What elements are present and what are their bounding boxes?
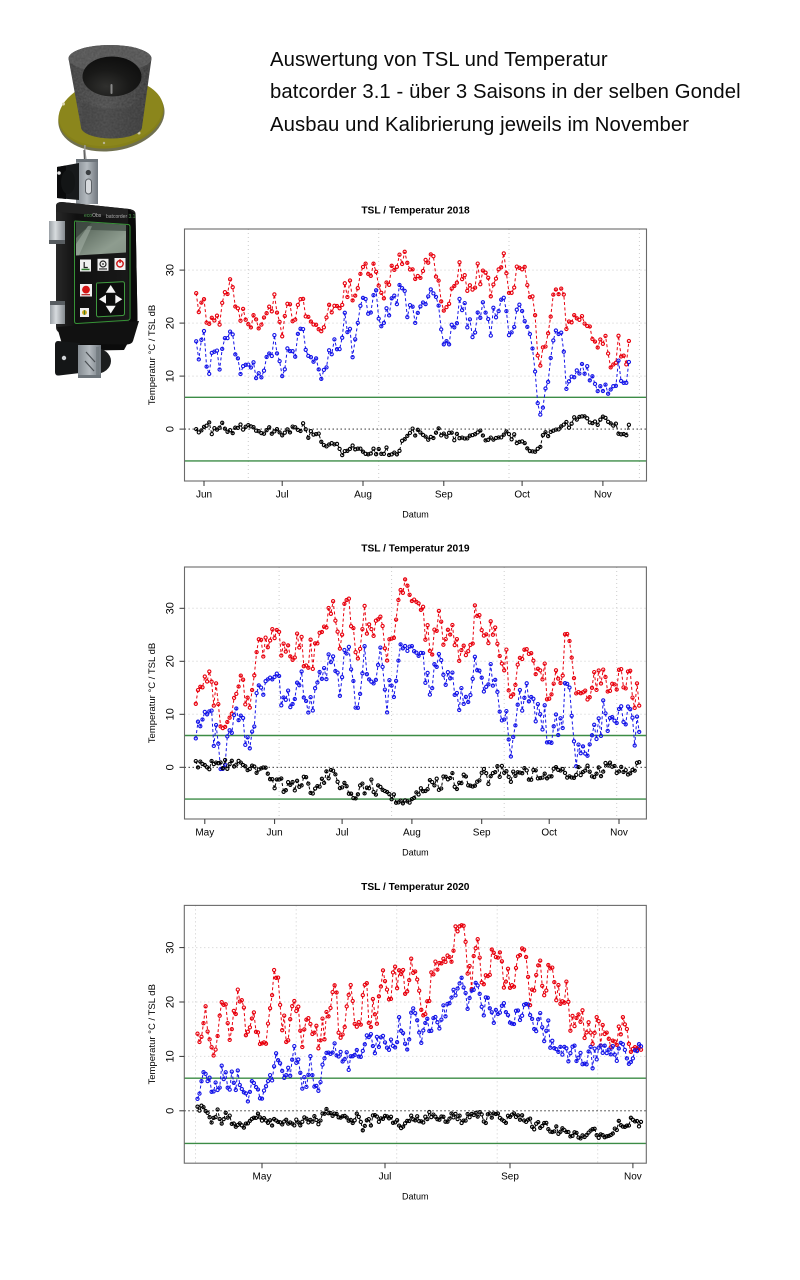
svg-text:ecoObs: ecoObs: [84, 213, 102, 219]
svg-text:Aug: Aug: [403, 828, 421, 839]
svg-text:20: 20: [165, 317, 177, 329]
svg-text:20: 20: [164, 996, 176, 1008]
svg-text:0: 0: [165, 764, 177, 770]
svg-text:Aug: Aug: [354, 490, 372, 501]
svg-text:10: 10: [165, 370, 177, 382]
svg-text:0: 0: [164, 1108, 176, 1114]
svg-text:Temperatur °C / TSL dB: Temperatur °C / TSL dB: [147, 984, 158, 1084]
svg-text:May: May: [253, 1172, 272, 1183]
svg-text:Jul: Jul: [379, 1172, 392, 1183]
svg-text:10: 10: [165, 708, 177, 720]
svg-text:batcorder 3.1: batcorder 3.1: [106, 214, 136, 220]
svg-text:0: 0: [165, 426, 177, 432]
svg-text:Oct: Oct: [514, 490, 530, 501]
svg-text:May: May: [195, 828, 214, 839]
svg-text:Oct: Oct: [541, 828, 557, 839]
svg-text:Temperatur °C / TSL dB: Temperatur °C / TSL dB: [147, 305, 158, 405]
svg-text:Jun: Jun: [196, 490, 212, 501]
svg-text:Nov: Nov: [610, 828, 628, 839]
svg-text:TSL / Temperatur 2020: TSL / Temperatur 2020: [361, 882, 470, 893]
svg-text:Datum: Datum: [402, 510, 429, 520]
svg-text:30: 30: [165, 602, 177, 614]
svg-text:Temperatur °C / TSL dB: Temperatur °C / TSL dB: [147, 643, 158, 743]
svg-text:Jun: Jun: [267, 828, 283, 839]
svg-text:Sep: Sep: [435, 490, 453, 501]
svg-text:Nov: Nov: [594, 490, 612, 501]
svg-text:Datum: Datum: [402, 848, 429, 858]
svg-text:Jul: Jul: [276, 490, 289, 501]
svg-text:30: 30: [165, 264, 177, 276]
svg-text:Jul: Jul: [336, 828, 349, 839]
svg-text:Sep: Sep: [501, 1172, 519, 1183]
svg-text:10: 10: [164, 1050, 176, 1062]
svg-text:TSL / Temperatur 2019: TSL / Temperatur 2019: [361, 543, 470, 554]
svg-text:Nov: Nov: [624, 1172, 642, 1183]
svg-text:20: 20: [165, 655, 177, 667]
svg-text:Datum: Datum: [402, 1192, 429, 1202]
svg-text:TSL / Temperatur 2018: TSL / Temperatur 2018: [361, 205, 470, 216]
svg-text:30: 30: [164, 941, 176, 953]
svg-text:Sep: Sep: [473, 828, 491, 839]
